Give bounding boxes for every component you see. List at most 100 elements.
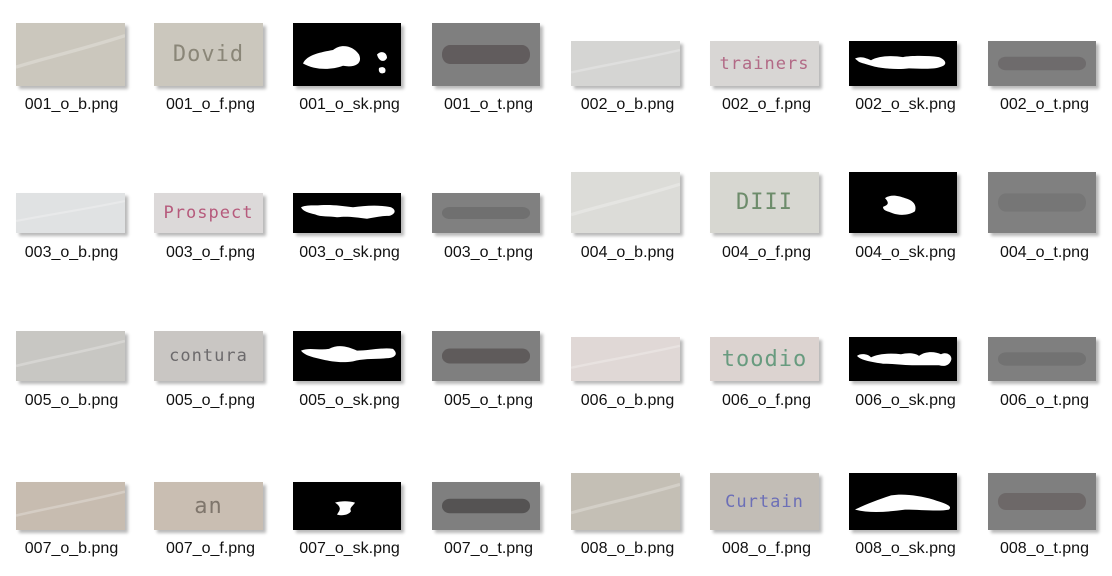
file-thumbnail[interactable]: Prospect <box>154 193 263 233</box>
file-name[interactable]: 008_o_sk.png <box>855 540 956 557</box>
file-thumbnail[interactable] <box>16 23 125 86</box>
file-name[interactable]: 007_o_f.png <box>166 540 255 557</box>
file-name[interactable]: 006_o_b.png <box>580 392 675 409</box>
file-name[interactable]: 006_o_sk.png <box>855 392 956 409</box>
file-thumbnail[interactable]: DIII <box>710 172 819 233</box>
file-item[interactable]: 004_o_t.png <box>975 148 1112 296</box>
file-name[interactable]: 006_o_t.png <box>1000 392 1089 409</box>
file-thumbnail[interactable] <box>432 331 540 381</box>
file-item[interactable]: Curtain 008_o_f.png <box>697 428 836 576</box>
file-thumbnail[interactable] <box>571 337 680 381</box>
file-row: 007_o_b.png an 007_o_f.png 007_o_sk.png … <box>0 428 1112 576</box>
word-text: toodio <box>721 346 808 372</box>
file-item[interactable]: Dovid 001_o_f.png <box>141 0 280 148</box>
file-item[interactable]: 007_o_b.png <box>2 428 141 576</box>
file-thumbnail[interactable] <box>571 473 680 530</box>
file-item[interactable]: 002_o_b.png <box>558 0 697 148</box>
file-name[interactable]: 002_o_sk.png <box>855 96 956 113</box>
file-item[interactable]: 007_o_sk.png <box>280 428 419 576</box>
file-item[interactable]: 003_o_sk.png <box>280 148 419 296</box>
file-thumbnail[interactable] <box>16 331 125 381</box>
file-item[interactable]: 002_o_t.png <box>975 0 1112 148</box>
file-item[interactable]: 002_o_sk.png <box>836 0 975 148</box>
file-thumbnail[interactable]: contura <box>154 331 263 381</box>
file-item[interactable]: 004_o_b.png <box>558 148 697 296</box>
file-item[interactable]: DIII 004_o_f.png <box>697 148 836 296</box>
file-item[interactable]: 007_o_t.png <box>419 428 558 576</box>
file-thumbnail[interactable] <box>849 172 957 233</box>
file-name[interactable]: 006_o_f.png <box>722 392 811 409</box>
file-name[interactable]: 001_o_sk.png <box>299 96 400 113</box>
file-name[interactable]: 004_o_f.png <box>722 244 811 261</box>
file-thumbnail[interactable] <box>988 337 1096 381</box>
file-thumbnail[interactable] <box>849 41 957 86</box>
file-thumbnail[interactable] <box>849 337 957 381</box>
file-name[interactable]: 007_o_t.png <box>444 540 533 557</box>
file-name[interactable]: 001_o_b.png <box>24 96 119 113</box>
file-thumbnail[interactable] <box>571 41 680 86</box>
file-name[interactable]: 005_o_sk.png <box>299 392 400 409</box>
file-thumbnail[interactable] <box>988 41 1096 86</box>
file-row: 003_o_b.png Prospect 003_o_f.png 003_o_s… <box>0 148 1112 296</box>
file-name[interactable]: 001_o_t.png <box>444 96 533 113</box>
word-text: DIII <box>736 190 793 215</box>
file-thumbnail[interactable]: Curtain <box>710 473 819 530</box>
file-thumbnail[interactable]: toodio <box>710 337 819 381</box>
file-item[interactable]: 008_o_t.png <box>975 428 1112 576</box>
file-name[interactable]: 003_o_t.png <box>444 244 533 261</box>
file-name[interactable]: 002_o_b.png <box>580 96 675 113</box>
file-thumbnail[interactable] <box>16 193 125 233</box>
file-thumbnail[interactable] <box>432 193 540 233</box>
file-item[interactable]: 008_o_b.png <box>558 428 697 576</box>
file-name[interactable]: 001_o_f.png <box>166 96 255 113</box>
file-name[interactable]: 004_o_sk.png <box>855 244 956 261</box>
file-name[interactable]: 003_o_sk.png <box>299 244 400 261</box>
file-item[interactable]: an 007_o_f.png <box>141 428 280 576</box>
file-thumbnail[interactable] <box>293 482 401 530</box>
file-name[interactable]: 008_o_f.png <box>722 540 811 557</box>
file-name[interactable]: 008_o_b.png <box>580 540 675 557</box>
file-name[interactable]: 007_o_sk.png <box>299 540 400 557</box>
file-item[interactable]: toodio 006_o_f.png <box>697 296 836 444</box>
file-thumbnail[interactable] <box>432 23 540 86</box>
file-thumbnail[interactable] <box>293 23 401 86</box>
file-name[interactable]: 008_o_t.png <box>1000 540 1089 557</box>
file-item[interactable]: 005_o_sk.png <box>280 296 419 444</box>
file-thumbnail[interactable]: trainers <box>710 41 819 86</box>
file-item[interactable]: 008_o_sk.png <box>836 428 975 576</box>
file-item[interactable]: Prospect 003_o_f.png <box>141 148 280 296</box>
file-item[interactable]: 004_o_sk.png <box>836 148 975 296</box>
file-thumbnail[interactable] <box>432 482 540 530</box>
file-name[interactable]: 003_o_f.png <box>166 244 255 261</box>
file-item[interactable]: 001_o_sk.png <box>280 0 419 148</box>
file-name[interactable]: 005_o_f.png <box>166 392 255 409</box>
file-name[interactable]: 005_o_t.png <box>444 392 533 409</box>
file-item[interactable]: 006_o_t.png <box>975 296 1112 444</box>
file-name[interactable]: 004_o_b.png <box>580 244 675 261</box>
file-name[interactable]: 003_o_b.png <box>24 244 119 261</box>
file-thumbnail[interactable] <box>849 473 957 530</box>
file-item[interactable]: 005_o_t.png <box>419 296 558 444</box>
file-thumbnail[interactable]: an <box>154 482 263 530</box>
file-name[interactable]: 004_o_t.png <box>1000 244 1089 261</box>
file-thumbnail[interactable] <box>988 172 1096 233</box>
file-item[interactable]: 001_o_b.png <box>2 0 141 148</box>
file-thumbnail[interactable] <box>293 193 401 233</box>
file-thumbnail[interactable] <box>571 172 680 233</box>
file-thumbnail[interactable] <box>16 482 125 530</box>
file-item[interactable]: 006_o_sk.png <box>836 296 975 444</box>
file-name[interactable]: 002_o_f.png <box>722 96 811 113</box>
file-thumbnail[interactable]: Dovid <box>154 23 263 86</box>
file-name[interactable]: 005_o_b.png <box>24 392 119 409</box>
file-item[interactable]: 003_o_t.png <box>419 148 558 296</box>
file-name[interactable]: 007_o_b.png <box>24 540 119 557</box>
file-item[interactable]: 003_o_b.png <box>2 148 141 296</box>
file-thumbnail[interactable] <box>988 473 1096 530</box>
file-item[interactable]: trainers 002_o_f.png <box>697 0 836 148</box>
file-item[interactable]: 005_o_b.png <box>2 296 141 444</box>
file-item[interactable]: 001_o_t.png <box>419 0 558 148</box>
file-name[interactable]: 002_o_t.png <box>1000 96 1089 113</box>
file-thumbnail[interactable] <box>293 331 401 381</box>
file-item[interactable]: contura 005_o_f.png <box>141 296 280 444</box>
file-item[interactable]: 006_o_b.png <box>558 296 697 444</box>
